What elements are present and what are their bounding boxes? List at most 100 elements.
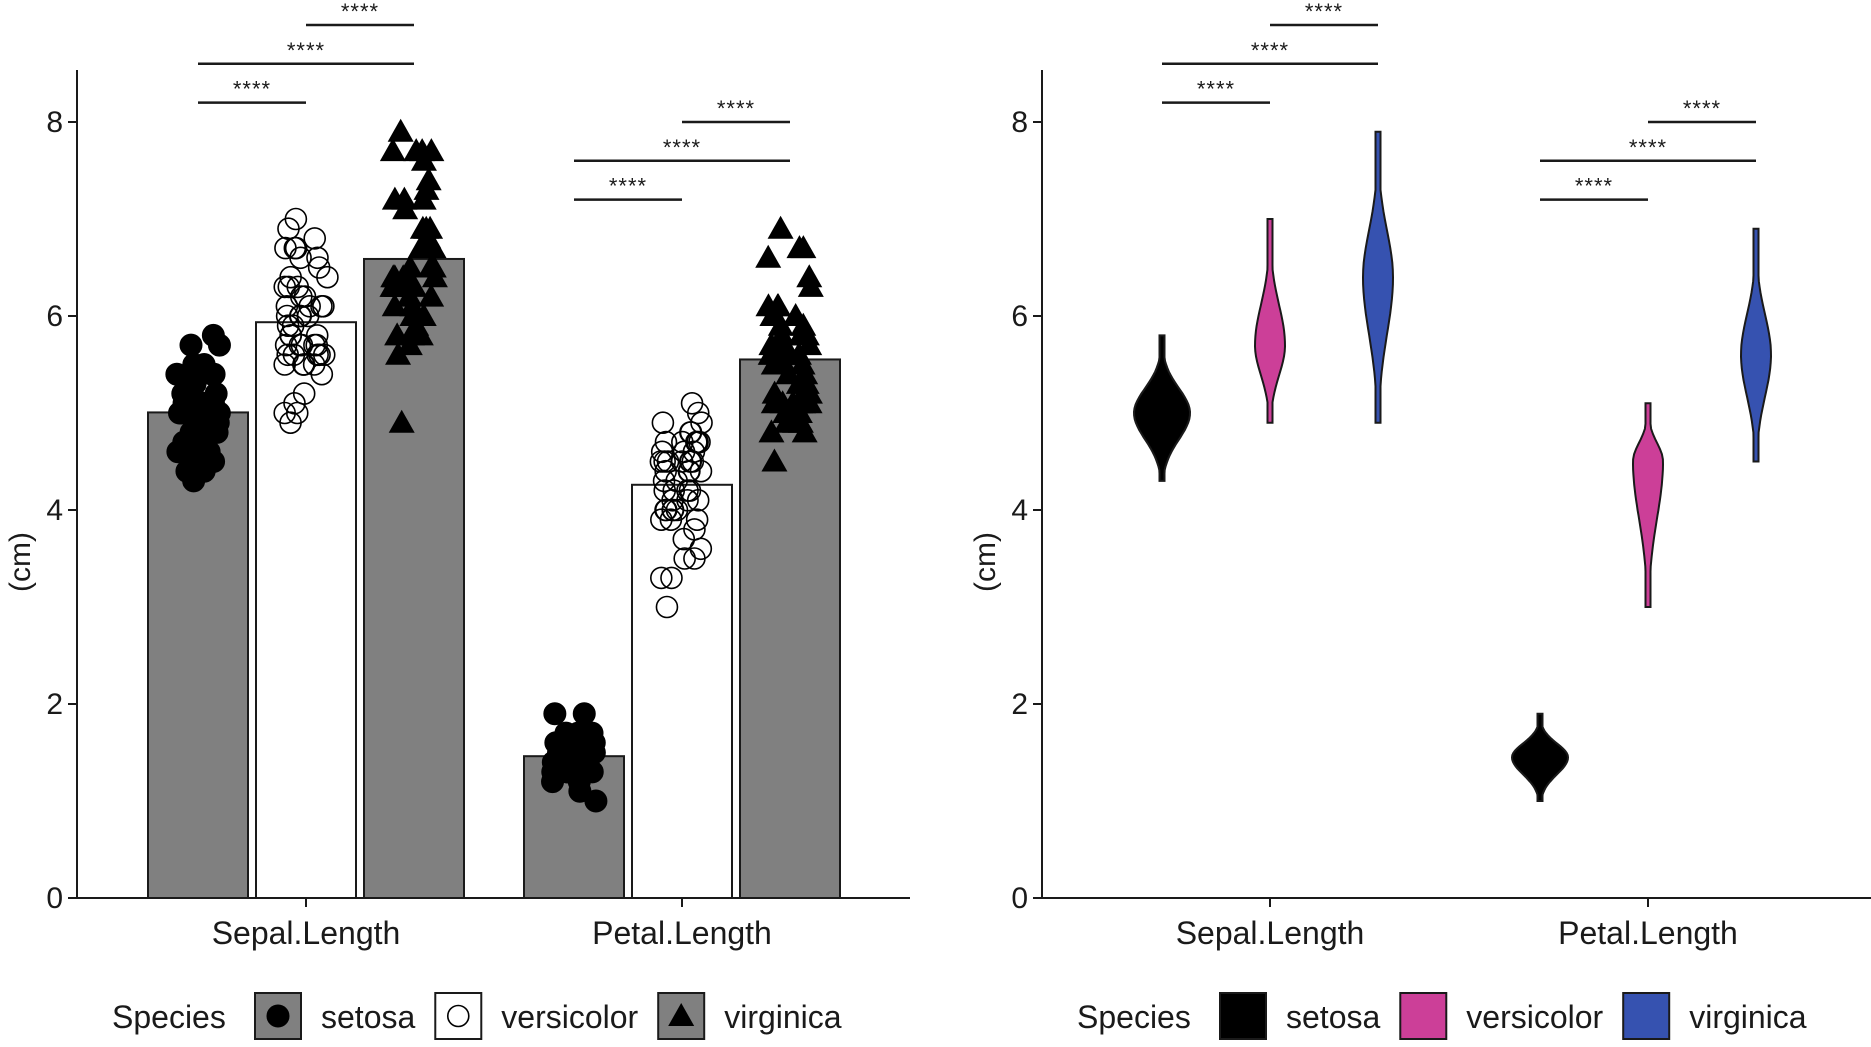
data-point-virginica [770, 341, 797, 365]
data-point-versicolor [312, 294, 335, 318]
significance-label: **** [1305, 0, 1343, 24]
data-point-versicolor [682, 440, 706, 464]
y-tick-label: 4 [1011, 494, 1028, 527]
data-point-versicolor [283, 236, 307, 260]
data-point-virginica [764, 293, 791, 317]
data-point-versicolor [288, 333, 312, 357]
significance-label: **** [1575, 174, 1613, 199]
data-point-virginica [767, 312, 794, 336]
violin-chart-panel: 0 2 4 6 8 Sepal.Length Petal.Length (cm) **** ***… [969, 0, 1871, 1040]
data-point-virginica [384, 322, 411, 346]
x-tick-label-petal-length: Petal.Length [1558, 915, 1738, 951]
y-tick-label: 8 [1011, 106, 1028, 139]
data-point-setosa [200, 420, 224, 444]
data-point-virginica [791, 419, 818, 443]
y-tick-label: 0 [1011, 882, 1028, 915]
significance-label: **** [287, 38, 325, 63]
legend-key-setosa [1219, 992, 1267, 1040]
y-tick-label: 0 [46, 882, 63, 915]
data-point-setosa [192, 459, 216, 483]
data-point-virginica [391, 186, 418, 210]
y-tick-label: 8 [46, 106, 63, 139]
y-tick-label: 6 [1011, 300, 1028, 333]
data-point-versicolor [306, 246, 329, 270]
data-point-versicolor [303, 227, 327, 250]
data-point-virginica [379, 138, 406, 162]
violin-setosa-petal-length [1510, 712, 1570, 802]
data-point-virginica [403, 312, 430, 336]
significance-label: **** [1629, 135, 1667, 160]
data-point-virginica [786, 235, 813, 259]
data-point-virginica [796, 390, 823, 414]
data-point-virginica [385, 341, 412, 365]
x-tick-label-petal-length: Petal.Length [592, 915, 772, 951]
legend-marker-versicolor [446, 1004, 470, 1028]
data-point-virginica [415, 167, 442, 191]
significance-label: **** [609, 174, 647, 199]
legend-label-virginica: virginica [724, 999, 842, 1035]
violin-versicolor-petal-length [1631, 402, 1665, 608]
data-point-versicolor [308, 343, 331, 367]
bar-virginica-sepal-length [363, 257, 465, 899]
y-tick-label: 4 [46, 494, 63, 527]
data-point-versicolor [290, 285, 313, 308]
data-point-setosa [168, 440, 192, 464]
y-tick-label: 2 [1011, 688, 1028, 721]
data-point-setosa [572, 702, 596, 726]
data-point-virginica [796, 264, 823, 288]
data-point-versicolor [279, 265, 302, 289]
data-point-virginica [396, 283, 423, 307]
data-point-versicolor [656, 450, 680, 473]
data-point-versicolor [679, 421, 702, 444]
data-point-versicolor [654, 498, 677, 522]
significance-label: **** [663, 135, 701, 160]
data-point-virginica [388, 409, 415, 433]
data-point-virginica [775, 361, 802, 385]
violin-versicolor-sepal-length [1253, 218, 1287, 424]
significance-label: **** [717, 96, 755, 121]
data-point-versicolor [689, 459, 713, 483]
significance-label: **** [1197, 77, 1235, 102]
legend-title: Species [112, 999, 226, 1035]
legend-marker-virginica [668, 1003, 695, 1026]
data-point-versicolor [683, 547, 706, 570]
data-point-virginica [761, 380, 788, 404]
data-point-versicolor [274, 236, 297, 260]
legend-label-setosa: setosa [321, 999, 415, 1035]
bar-chart-panel: 0 2 4 6 8 Sepal.Length Petal.Length (cm) **** ***… [4, 0, 910, 1040]
significance-label: **** [341, 0, 379, 24]
data-point-setosa [183, 372, 207, 396]
data-point-versicolor [661, 498, 684, 522]
legend-label-versicolor: versicolor [1466, 999, 1603, 1035]
data-point-virginica [387, 118, 414, 142]
data-point-versicolor [654, 430, 678, 454]
data-point-setosa [207, 401, 231, 425]
data-point-setosa [543, 702, 567, 726]
data-point-versicolor [305, 324, 329, 347]
data-point-versicolor [680, 391, 704, 415]
data-point-versicolor [307, 256, 331, 279]
data-point-versicolor [651, 411, 675, 435]
significance-label: **** [1251, 38, 1289, 63]
data-point-virginica [761, 448, 788, 472]
data-point-virginica [792, 361, 819, 385]
data-point-setosa [192, 353, 216, 376]
data-point-versicolor [285, 401, 309, 425]
significance-label: **** [233, 77, 271, 102]
data-point-virginica [418, 283, 445, 307]
legend-key-virginica [1622, 992, 1671, 1040]
data-point-versicolor [650, 566, 673, 590]
data-point-virginica [381, 293, 408, 317]
data-point-virginica [409, 138, 436, 162]
data-point-versicolor [686, 488, 710, 512]
data-point-setosa [179, 333, 203, 357]
data-point-versicolor [275, 304, 299, 328]
x-tick-label-sepal-length: Sepal.Length [212, 915, 401, 951]
data-point-versicolor [288, 304, 312, 328]
legend-label-virginica: virginica [1689, 999, 1807, 1035]
legend-key-versicolor [434, 992, 483, 1040]
bar-versicolor-petal-length [631, 483, 733, 899]
legend-title: Species [1077, 999, 1191, 1035]
data-point-versicolor [274, 333, 298, 357]
